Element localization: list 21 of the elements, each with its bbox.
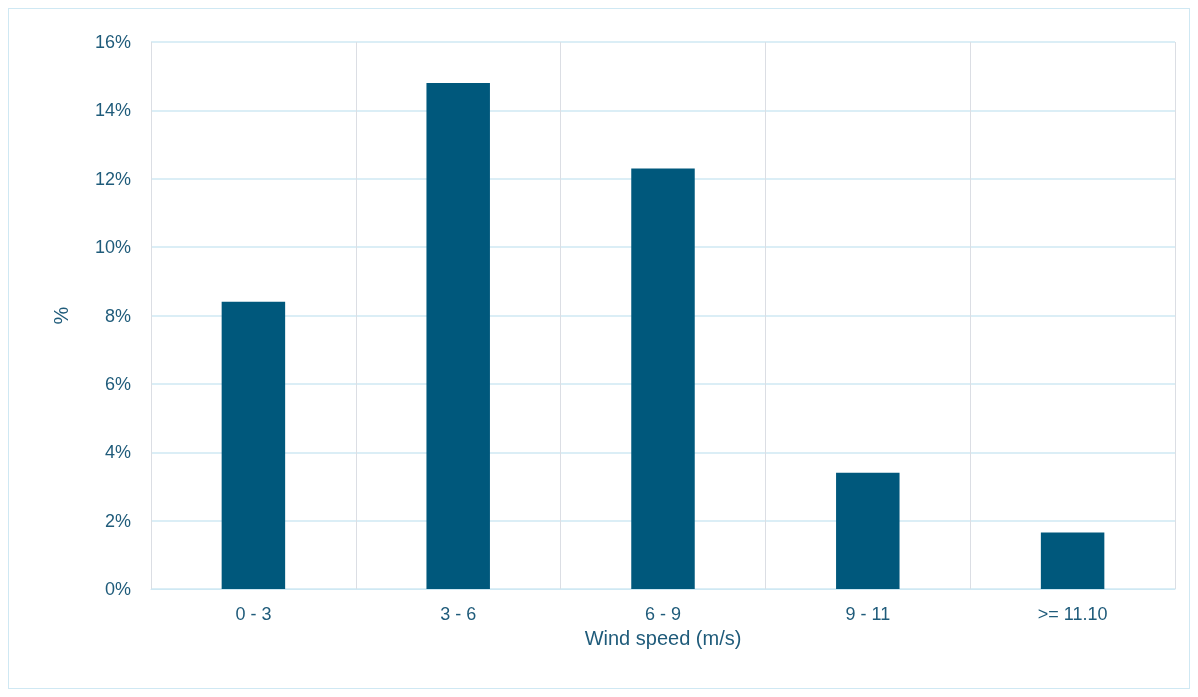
x-tick-label: 9 - 11 (845, 604, 891, 624)
y-axis-title: % (50, 306, 72, 325)
y-tick-label: 10% (94, 237, 131, 258)
y-tick-label: 14% (94, 100, 131, 121)
bar (836, 472, 900, 589)
y-tick-label: 6% (104, 373, 131, 394)
x-tick-label: >= 11.10 (1037, 604, 1108, 624)
x-tick-label: 6 - 9 (644, 604, 682, 624)
y-tick-label: 2% (104, 510, 131, 531)
bar (1040, 532, 1105, 589)
bar (426, 83, 490, 589)
x-axis-title: Wind speed (m/s) (584, 626, 742, 649)
y-tick-label: 0% (104, 579, 131, 599)
y-tick-label: 12% (94, 168, 131, 189)
y-tick-label: 16% (94, 32, 131, 52)
bar (631, 168, 695, 589)
y-tick-label: 4% (104, 442, 131, 463)
x-tick-label: 3 - 6 (440, 604, 477, 624)
y-tick-label: 8% (104, 305, 131, 326)
bar (221, 301, 286, 589)
x-tick-label: 0 - 3 (235, 604, 272, 624)
